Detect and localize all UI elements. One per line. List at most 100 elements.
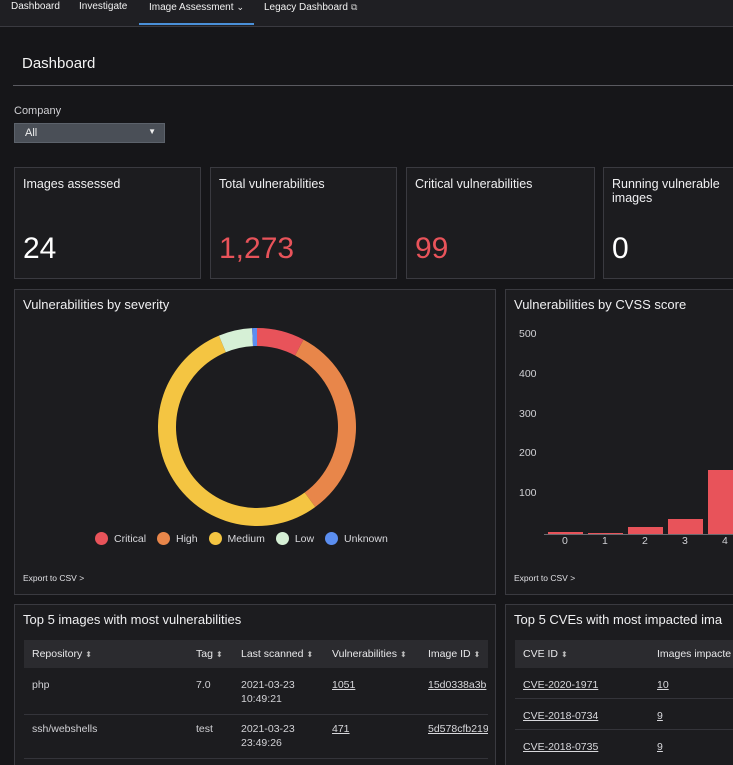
sort-icon: ⬍ [215, 650, 223, 659]
table-header: Repository ⬍ Tag ⬍ Last scanned ⬍ Vulnerabi… [24, 640, 488, 668]
export-csv-link[interactable]: Export to CSV > [23, 573, 85, 583]
panel-title: Vulnerabilities by severity [23, 297, 170, 312]
legend-label: High [176, 533, 198, 545]
col-label: Images impacte [657, 648, 732, 660]
donut-slice-high[interactable] [295, 339, 356, 508]
cve-link[interactable]: CVE-2018-0735 [523, 741, 599, 753]
col-tag[interactable]: Tag ⬍ [196, 648, 223, 660]
col-label: Last scanned [241, 648, 304, 660]
stat-card-critical-vulnerabilities: Critical vulnerabilities 99 [406, 167, 595, 279]
col-images-impacted[interactable]: Images impacte [657, 648, 731, 660]
company-select-value: All [25, 127, 38, 139]
top-nav: Dashboard Investigate Image Assessment ⌄ … [0, 0, 733, 27]
legend-item-critical[interactable]: Critical [95, 532, 146, 545]
cve-link[interactable]: CVE-2020-1971 [523, 679, 599, 691]
col-last-scanned[interactable]: Last scanned ⬍ [241, 648, 313, 660]
y-tick-label: 100 [519, 487, 537, 500]
sort-icon: ⬍ [85, 650, 92, 659]
legend-item-high[interactable]: High [157, 532, 198, 545]
stat-value: 0 [612, 232, 629, 265]
cve-link[interactable]: CVE-2018-0734 [523, 710, 599, 722]
company-select[interactable]: All ▼ [14, 123, 165, 143]
legend-label: Low [294, 533, 315, 545]
stat-label: Images assessed [23, 177, 121, 191]
legend-label: Unknown [344, 533, 388, 545]
col-label: CVE ID [523, 648, 559, 660]
col-image-id[interactable]: Image ID ⬍ [428, 648, 480, 660]
cell-repository: php [32, 679, 50, 691]
col-vulnerabilities[interactable]: Vulnerabilities ⬍ [332, 648, 407, 660]
y-tick-label: 200 [519, 447, 537, 460]
cell-last-scanned: 2021-03-23 23:49:26 [241, 722, 295, 750]
chevron-down-icon: ⌄ [236, 2, 245, 12]
tab-dashboard-label: Dashboard [11, 1, 60, 12]
row-divider [515, 698, 733, 699]
row-divider [24, 714, 488, 715]
caret-down-icon: ▼ [148, 127, 156, 136]
stat-label: Total vulnerabilities [219, 177, 325, 191]
y-tick-label: 400 [519, 367, 537, 380]
stat-card-images-assessed: Images assessed 24 [14, 167, 201, 279]
high-dot-icon [157, 532, 171, 545]
cell-tag: 7.0 [196, 679, 211, 691]
cvss-bar[interactable] [628, 526, 663, 534]
export-csv-link[interactable]: Export to CSV > [514, 573, 576, 583]
cvss-bar[interactable] [588, 532, 623, 534]
donut-slice-low[interactable] [218, 328, 254, 353]
tab-image-assessment-label: Image Assessment [149, 2, 234, 13]
unknown-dot-icon [325, 532, 339, 545]
tab-dashboard[interactable]: Dashboard [11, 0, 60, 25]
col-cve-id[interactable]: CVE ID ⬍ [523, 648, 568, 660]
stat-value: 99 [415, 232, 449, 265]
cell-last-scanned: 2021-03-23 10:49:21 [241, 678, 295, 706]
tab-legacy-dashboard[interactable]: Legacy Dashboard ⧉ [264, 0, 357, 25]
stat-card-total-vulnerabilities: Total vulnerabilities 1,273 [210, 167, 397, 279]
cvss-bar[interactable] [708, 470, 733, 534]
images-impacted-link[interactable]: 9 [657, 710, 663, 722]
images-impacted-link[interactable]: 10 [657, 679, 669, 691]
legend-item-medium[interactable]: Medium [208, 532, 265, 545]
low-dot-icon [275, 532, 289, 545]
cell-vulnerabilities-link[interactable]: 1051 [332, 679, 356, 691]
sort-icon: ⬍ [561, 650, 568, 659]
donut-slice-critical[interactable] [257, 328, 304, 356]
tab-image-assessment[interactable]: Image Assessment ⌄ [139, 0, 255, 25]
medium-dot-icon [208, 532, 222, 545]
external-link-icon: ⧉ [350, 2, 358, 12]
x-tick-label: 3 [682, 535, 688, 547]
y-tick-label: 300 [519, 407, 537, 420]
donut-slice-medium[interactable] [158, 335, 316, 526]
donut-slice-unknown[interactable] [252, 328, 257, 347]
stat-card-running-vulnerable-images: Running vulnerable images 0 [603, 167, 733, 279]
legend-item-unknown[interactable]: Unknown [325, 532, 388, 545]
cvss-bar[interactable] [668, 518, 703, 534]
col-repository[interactable]: Repository ⬍ [32, 648, 92, 660]
company-label: Company [14, 105, 62, 117]
row-divider [515, 729, 733, 730]
table-header: CVE ID ⬍ Images impacte [515, 640, 733, 668]
cell-image-id-link[interactable]: 15d0338a3b [428, 679, 487, 691]
top-cves-panel: Top 5 CVEs with most impacted ima CVE ID… [505, 604, 733, 765]
legend-label: Critical [114, 533, 147, 545]
critical-dot-icon [95, 532, 108, 545]
panel-title: Top 5 CVEs with most impacted ima [514, 612, 723, 627]
legend-item-low[interactable]: Low [275, 532, 315, 545]
top-images-panel: Top 5 images with most vulnerabilities R… [14, 604, 496, 765]
x-tick-label: 0 [562, 535, 568, 547]
sort-icon: ⬍ [306, 650, 314, 659]
page-header: Dashboard [13, 47, 733, 86]
cell-vulnerabilities-link[interactable]: 471 [332, 723, 350, 735]
tab-investigate[interactable]: Investigate [79, 0, 127, 25]
x-axis-line [544, 534, 733, 535]
stat-label: Running vulnerable images [612, 177, 720, 205]
tab-investigate-label: Investigate [79, 1, 128, 12]
page-title: Dashboard [22, 55, 96, 72]
stat-label: Critical vulnerabilities [415, 177, 533, 191]
scanned-time: 10:49:21 [241, 693, 282, 705]
x-tick-label: 4 [722, 535, 728, 547]
images-impacted-link[interactable]: 9 [657, 741, 663, 753]
stat-value: 24 [23, 232, 57, 265]
cvss-bar[interactable] [548, 532, 583, 534]
y-tick-label: 500 [519, 328, 537, 340]
cell-image-id-link[interactable]: 5d578cfb219 [428, 723, 488, 735]
